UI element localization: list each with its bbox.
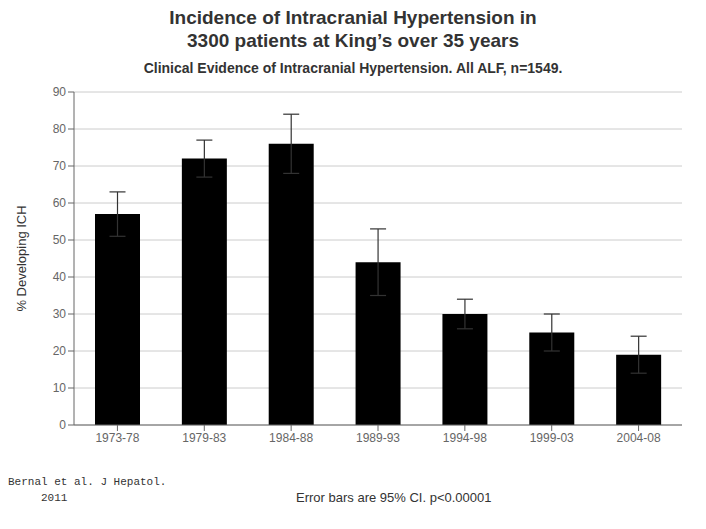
svg-text:1994-98: 1994-98 — [443, 431, 487, 445]
html-text:Incidence of Intracranial Hype: Incidence of Intracranial Hypertension i… — [169, 7, 537, 28]
html-text:2011: 2011 — [8, 492, 68, 504]
svg-text:70: 70 — [53, 159, 67, 173]
svg-text:20: 20 — [53, 344, 67, 358]
svg-text:90: 90 — [53, 85, 67, 99]
svg-text:1999-03: 1999-03 — [530, 431, 574, 445]
svg-text:% Developing ICH: % Developing ICH — [14, 205, 29, 311]
svg-text:60: 60 — [53, 196, 67, 210]
svg-text:10: 10 — [53, 381, 67, 395]
html-text:Bernal et al. J Hepatol.: Bernal et al. J Hepatol. — [8, 476, 167, 488]
svg-text:1989-93: 1989-93 — [356, 431, 400, 445]
svg-text:80: 80 — [53, 122, 67, 136]
svg-text:30: 30 — [53, 307, 67, 321]
html-text:3300 patients at King’s over 3: 3300 patients at King’s over 35 years — [187, 30, 519, 51]
svg-text:1973-78: 1973-78 — [95, 431, 139, 445]
html-text:Clinical Evidence of Intracran: Clinical Evidence of Intracranial Hypert… — [143, 60, 563, 76]
svg-text:0: 0 — [59, 418, 66, 432]
svg-text:1984-88: 1984-88 — [269, 431, 313, 445]
svg-text:40: 40 — [53, 270, 67, 284]
svg-text:50: 50 — [53, 233, 67, 247]
svg-text:1979-83: 1979-83 — [182, 431, 226, 445]
svg-text:2004-08: 2004-08 — [617, 431, 661, 445]
html-text:Error bars are 95% CI. p<0.000: Error bars are 95% CI. p<0.00001 — [296, 490, 492, 505]
